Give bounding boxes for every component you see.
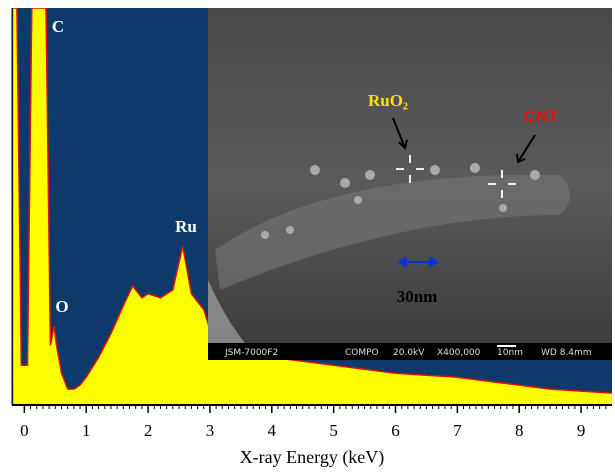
x-tick-label: 0 [20, 421, 29, 440]
status-text: JSM-7000F2 [224, 348, 278, 358]
peak-label: C [52, 17, 64, 36]
x-tick-label: 5 [329, 421, 338, 440]
x-tick-label: 7 [453, 421, 462, 440]
x-tick-label: 9 [577, 421, 586, 440]
x-tick-label: 4 [268, 421, 277, 440]
inset-label: RuO₂ [368, 91, 408, 110]
sem-inset: RuO₂ CNT 30nm JSM-7000F2 COMPO 20.0kV X400,… [208, 8, 612, 360]
x-tick-label: 1 [82, 421, 91, 440]
inset-label: CNT [524, 107, 560, 126]
x-axis-label: X-ray Energy (keV) [240, 447, 385, 468]
status-text: 10nm [497, 348, 523, 358]
status-text: COMPO [345, 348, 379, 358]
x-tick-label: 6 [391, 421, 400, 440]
x-tick-label: 2 [144, 421, 153, 440]
status-text: X400,000 [437, 348, 481, 358]
x-tick-label: 8 [515, 421, 524, 440]
status-text: 20.0kV [393, 348, 425, 358]
peak-label: Ru [175, 217, 197, 236]
status-text: WD 8.4mm [541, 348, 592, 358]
x-tick-label: 3 [206, 421, 215, 440]
inset-label: 30nm [397, 287, 438, 306]
peak-label: O [55, 297, 68, 316]
chart: X-ray Energy (keV) RuO₂ CNT 30nm JSM-700… [0, 0, 615, 472]
